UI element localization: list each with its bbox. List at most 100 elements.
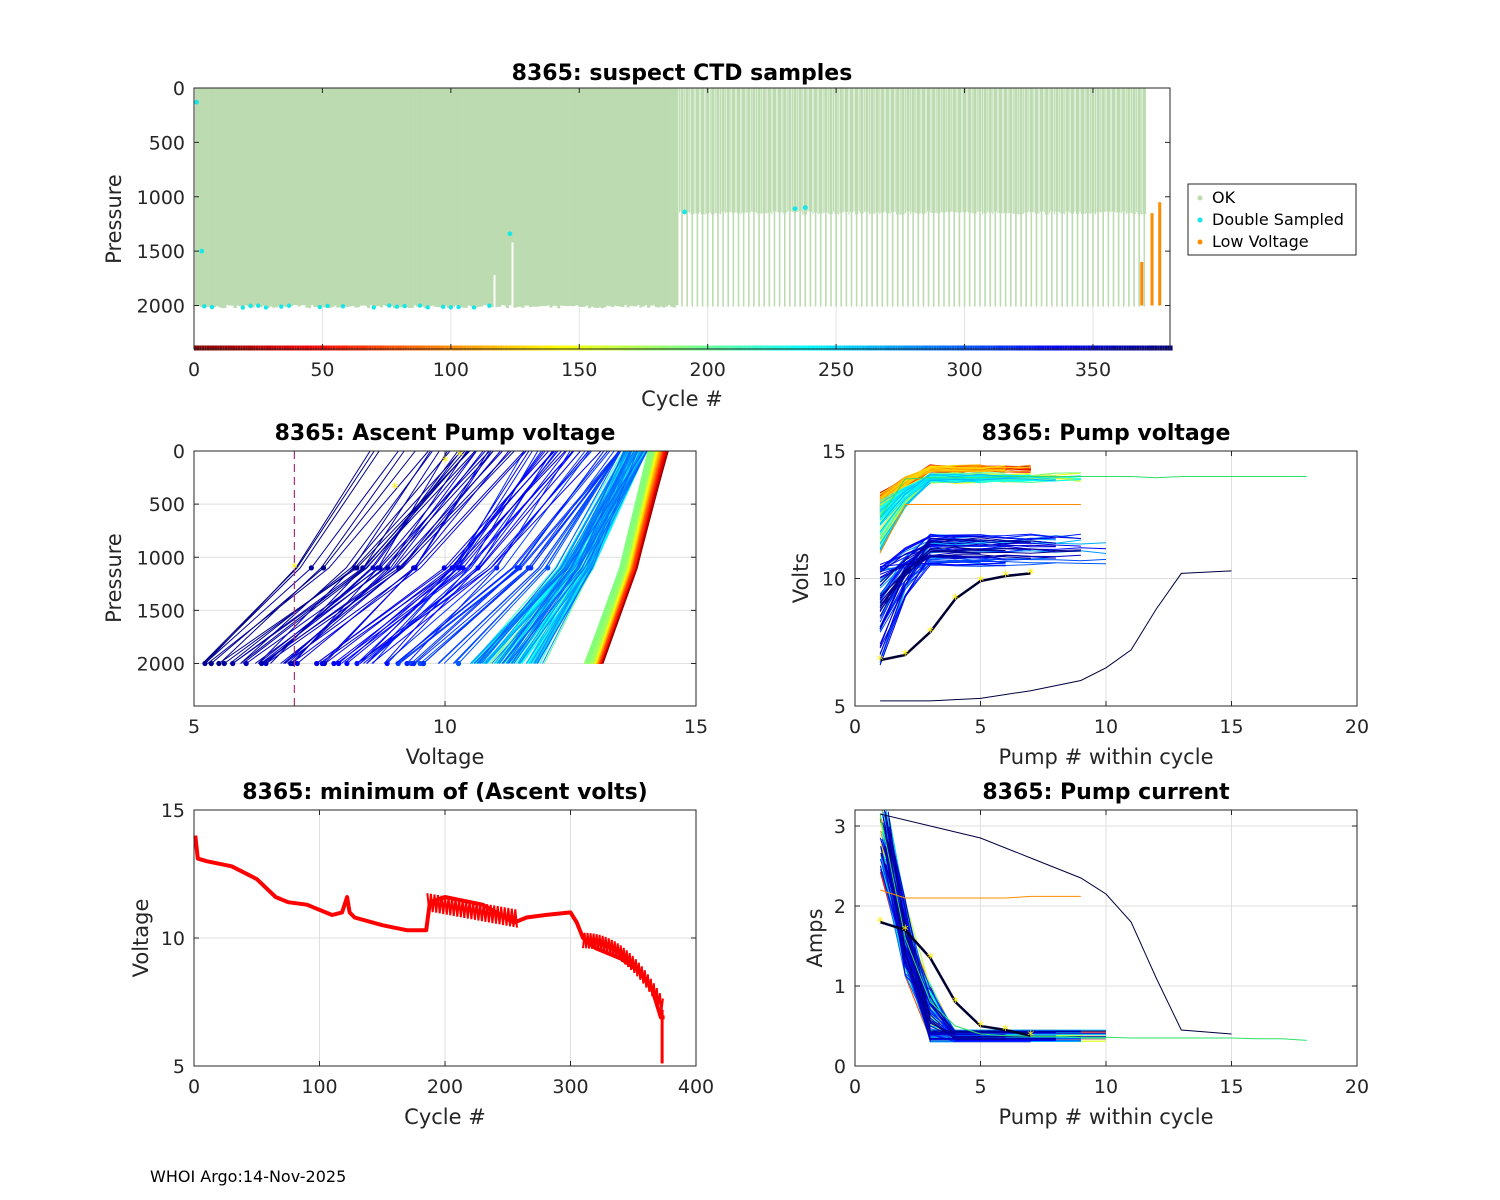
pumpv-cycle-line: [879, 534, 956, 596]
suspect-double-sampled-point: [317, 304, 323, 310]
ascent-profile-line: [395, 450, 608, 664]
ascent-profile-line: [536, 450, 638, 664]
suspect-double-sampled-point: [279, 304, 284, 309]
ascent-ylabel: Pressure: [102, 533, 126, 623]
pumpv-ytick-label: 10: [822, 569, 846, 591]
pumpc-xtick-label: 10: [1094, 1076, 1118, 1098]
suspect-axes-box: [193, 87, 1171, 350]
ascent-profile-line: [202, 450, 375, 664]
ascent-profile-marker: [321, 660, 327, 667]
ascent-profile-line: [356, 450, 602, 664]
pumpc-cycle-line: [888, 860, 1056, 1041]
suspect-xtick-label: 200: [690, 359, 726, 381]
ascent-ytick-label: 0: [173, 441, 185, 463]
pumpc-xtick-label: 15: [1219, 1076, 1243, 1098]
minv-ytick-label: 15: [161, 800, 185, 822]
ascent-profile-line: [479, 450, 626, 664]
pumpv-axes-box: [854, 450, 1358, 707]
ascent-profile-line: [242, 450, 469, 664]
suspect-double-sampled-point: [194, 99, 199, 105]
ascent-profile-marker: [420, 660, 427, 667]
pumpv-flag-star: *: [877, 653, 884, 669]
suspect-double-sampled-point: [240, 305, 245, 310]
legend-label-ok: OK: [1212, 188, 1236, 207]
pumpc-flag-star: *: [902, 923, 909, 939]
ascent-profile-marker: [528, 565, 534, 571]
legend-label-double-sampled: Double Sampled: [1212, 210, 1344, 229]
suspect-xtick-label: 150: [561, 359, 597, 381]
minv-xtick-label: 0: [188, 1076, 200, 1098]
suspect-double-sampled-point: [487, 303, 492, 308]
pumpc-series-orange: [879, 889, 1081, 899]
ascent-profile-marker: [288, 660, 294, 667]
pumpc-xlabel: Pump # within cycle: [999, 1105, 1214, 1129]
minv-ylabel: Voltage: [129, 899, 153, 978]
suspect-ylabel: Pressure: [102, 174, 126, 264]
suspect-title: 8365: suspect CTD samples: [512, 61, 853, 86]
ascent-profile-line: [265, 450, 459, 664]
suspect-xlabel: Cycle #: [641, 387, 723, 411]
axes-frames: [193, 87, 1358, 1067]
ascent-profile-marker: [243, 660, 249, 667]
suspect-double-sampled-point: [471, 305, 477, 310]
ascent-ytick-label: 500: [149, 494, 185, 516]
minv-oscillation-band: [426, 893, 518, 928]
legend-label-low-voltage: Low Voltage: [1212, 232, 1309, 251]
pumpv-cycle-line: [879, 546, 1081, 607]
ascent-profile-line: [205, 450, 371, 664]
minv-oscillation-band: [582, 932, 664, 1012]
ascent-profile-line: [498, 450, 625, 664]
ascent-profile-marker: [384, 565, 391, 571]
ascent-profile-line: [266, 450, 515, 664]
pumpv-xtick-label: 10: [1094, 716, 1118, 738]
pumpc-ytick-label: 1: [834, 976, 846, 998]
ascent-profile-marker: [455, 660, 462, 667]
minv-xtick-label: 100: [301, 1076, 337, 1098]
ascent-profile-line: [283, 450, 525, 664]
ascent-profile-marker: [314, 660, 320, 667]
ascent-profile-line: [356, 450, 581, 664]
suspect-double-sampled-point: [448, 305, 454, 310]
ascent-profile-marker: [336, 660, 342, 667]
ascent-profile-marker: [411, 565, 418, 571]
ascent-profile-line: [518, 450, 648, 664]
ascent-profile-line: [501, 450, 643, 664]
suspect-double-sampled-point: [371, 305, 376, 310]
ascent-profile-marker: [258, 660, 265, 667]
pumpc-ytick-label: 3: [834, 816, 846, 838]
ascent-profile-line: [502, 450, 648, 664]
ascent-profile-line: [319, 450, 566, 664]
ascent-profile-line: [291, 450, 527, 664]
suspect-double-sampled-point: [425, 305, 430, 310]
ascent-profile-line: [232, 450, 476, 664]
ascent-profile-marker: [221, 660, 227, 667]
pumpc-flag-star: *: [877, 915, 884, 931]
suspect-double-sampled-point: [325, 303, 330, 309]
pumpv-cycle-line: [879, 535, 981, 569]
pumpc-cycle-line: [884, 849, 956, 1035]
ascent-flag-star: *: [291, 561, 298, 577]
pumpc-xtick-label: 20: [1345, 1076, 1369, 1098]
suspect-xtick-label: 350: [1075, 359, 1111, 381]
pumpv-cycle-line: [879, 542, 1081, 599]
pumpc-series-flagged: [879, 920, 1031, 1037]
suspect-double-sampled-point: [456, 304, 461, 310]
pumpv-cycle-line: [879, 478, 1056, 550]
suspect-double-sampled-point: [256, 303, 261, 308]
ascent-profile-marker: [320, 565, 327, 571]
minv-ytick-label: 10: [161, 928, 185, 950]
suspect-double-sampled-point: [387, 303, 392, 308]
pumpv-cycle-line: [879, 465, 956, 495]
ascent-profile-line: [240, 450, 466, 664]
ascent-ytick-label: 1500: [137, 600, 185, 622]
pumpv-cycle-line: [879, 554, 1031, 597]
ascent-profile-marker: [515, 565, 521, 571]
suspect-double-sampled-point: [209, 304, 215, 310]
legend: OK Double Sampled Low Voltage: [1187, 183, 1357, 256]
ascent-xtick-label: 15: [684, 716, 708, 738]
ascent-flag-star: *: [457, 448, 464, 464]
pumpv-cycle-line: [879, 553, 931, 666]
suspect-xtick-label: 100: [433, 359, 469, 381]
text-layer: 8365: suspect CTD samples 8365: Ascent P…: [102, 61, 1369, 1186]
